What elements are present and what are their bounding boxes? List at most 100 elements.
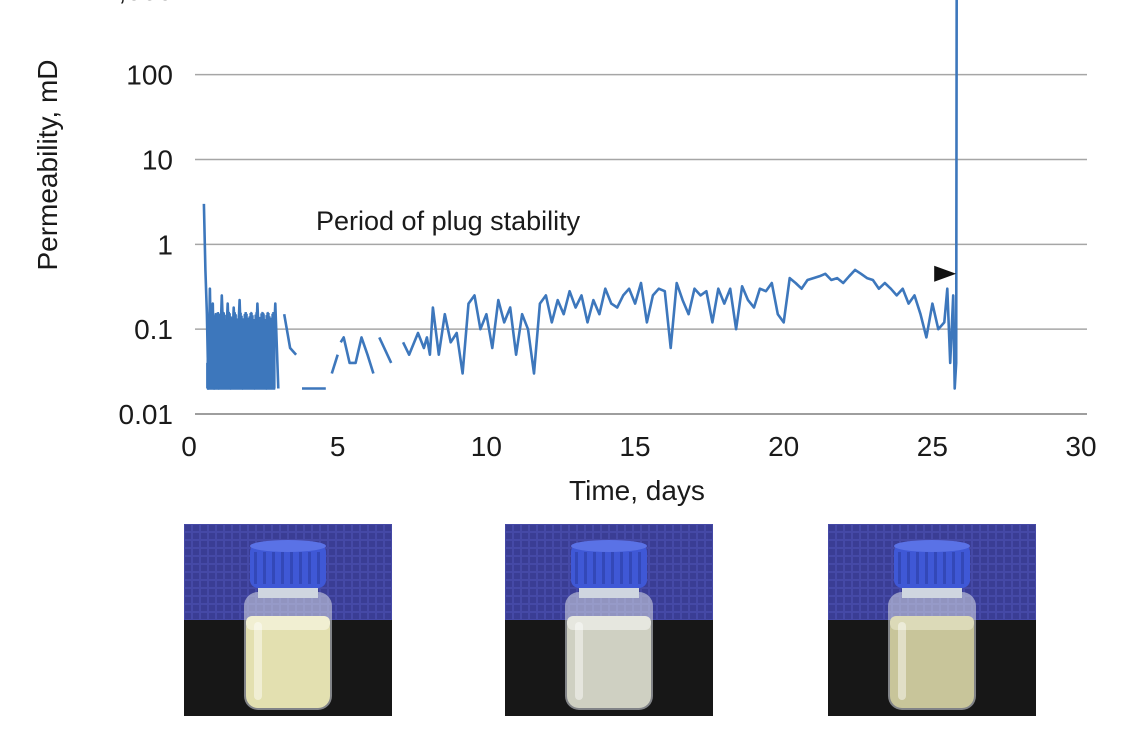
photo-texture [1005, 597, 1011, 603]
photo-texture [329, 549, 335, 555]
photo-texture [506, 549, 512, 555]
y-tick-label: 100 [126, 60, 173, 91]
photo-texture [997, 541, 1003, 547]
photo-texture [845, 605, 851, 611]
photo-texture [885, 581, 891, 587]
photo-texture [209, 605, 215, 611]
photo-texture [361, 597, 367, 603]
photo-texture [329, 573, 335, 579]
photo-texture [506, 525, 512, 531]
photo-texture [989, 557, 995, 563]
photo-texture [209, 557, 215, 563]
photo-texture [185, 573, 191, 579]
photo-texture [337, 541, 343, 547]
photo-texture [369, 613, 375, 619]
photo-texture [1029, 597, 1035, 603]
photo-texture [853, 581, 859, 587]
photo-texture [345, 549, 351, 555]
photo-texture [241, 573, 247, 579]
photo-texture [682, 597, 688, 603]
photo-texture [981, 605, 987, 611]
photo-texture [546, 525, 552, 531]
photo-texture [674, 597, 680, 603]
photo-texture [829, 533, 835, 539]
photo-texture [682, 573, 688, 579]
photo-texture [666, 605, 672, 611]
photo-texture [1029, 605, 1035, 611]
photo-texture [869, 605, 875, 611]
photo-texture [506, 541, 512, 547]
photo-texture [506, 597, 512, 603]
photo-texture [1021, 605, 1027, 611]
photo-texture [1029, 573, 1035, 579]
cap-top [250, 540, 326, 552]
cap-ridge [907, 552, 910, 584]
cap-ridge [290, 552, 293, 584]
photo-texture [1021, 573, 1027, 579]
photo-texture [666, 533, 672, 539]
cap-ridge [961, 552, 964, 584]
photo-texture [973, 541, 979, 547]
photo-texture [193, 573, 199, 579]
y-tick-label: 0.01 [119, 399, 174, 430]
photo-texture [217, 581, 223, 587]
photo-texture [201, 541, 207, 547]
photo-texture [698, 581, 704, 587]
photo-texture [257, 525, 263, 531]
photo-texture [690, 581, 696, 587]
photo-texture [538, 589, 544, 595]
photo-texture [554, 597, 560, 603]
photo-texture [241, 597, 247, 603]
photo-texture [706, 557, 712, 563]
photo-texture [185, 565, 191, 571]
photo-texture [185, 589, 191, 595]
photo-texture [981, 541, 987, 547]
cap-ridge [934, 552, 937, 584]
photo-texture [682, 533, 688, 539]
cap-ridge [263, 552, 266, 584]
liquid-surface [246, 616, 330, 630]
photo-texture [522, 597, 528, 603]
photo-texture [233, 597, 239, 603]
photo-texture [209, 613, 215, 619]
photo-texture [201, 581, 207, 587]
photo-texture [1021, 589, 1027, 595]
bottle-cap [250, 544, 326, 588]
photo-texture [538, 565, 544, 571]
cap-ridge [308, 552, 311, 584]
photo-texture [514, 557, 520, 563]
photo-texture [845, 589, 851, 595]
photo-texture [369, 589, 375, 595]
photo-texture [538, 541, 544, 547]
photo-texture [698, 605, 704, 611]
permeability-chart: 0.01 0.1 1 10 100 1,000 0 5 10 15 20 25 30 Period o… [32, 0, 1097, 506]
photo-texture [353, 549, 359, 555]
photo-texture [233, 589, 239, 595]
photo-texture [837, 597, 843, 603]
photo-texture [185, 557, 191, 563]
photo-texture [201, 589, 207, 595]
photo-texture [321, 589, 327, 595]
photo-texture [554, 589, 560, 595]
photo-texture [185, 581, 191, 587]
photo-texture [225, 565, 231, 571]
photo-texture [578, 525, 584, 531]
photo-texture [369, 581, 375, 587]
photo-texture [209, 541, 215, 547]
photo-texture [1021, 565, 1027, 571]
liquid-surface [567, 616, 651, 630]
photo-texture [690, 549, 696, 555]
photo-texture [610, 533, 616, 539]
photo-texture [377, 533, 383, 539]
photo-texture [361, 565, 367, 571]
photo-texture [522, 605, 528, 611]
photo-texture [193, 525, 199, 531]
photo-texture [989, 597, 995, 603]
photo-texture [369, 605, 375, 611]
photo-texture [514, 573, 520, 579]
photo-texture [241, 565, 247, 571]
photo-texture [698, 589, 704, 595]
photo-bottle-3 [828, 524, 1036, 716]
photo-texture [225, 525, 231, 531]
photo-texture [829, 573, 835, 579]
